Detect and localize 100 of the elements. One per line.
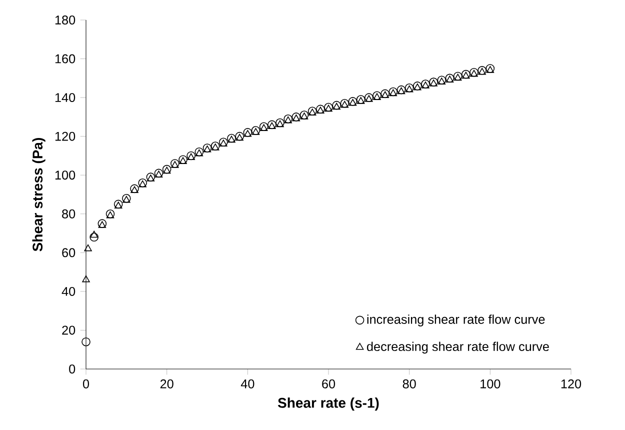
point: [332, 100, 341, 110]
point: [388, 87, 398, 96]
point: [138, 178, 147, 188]
y-tick-label: 180: [55, 16, 76, 24]
point: [372, 91, 382, 100]
point: [453, 72, 462, 81]
x-tick-label: 40: [240, 379, 254, 388]
x-tick-label: 20: [160, 379, 174, 388]
point: [98, 219, 107, 228]
y-tick-label: 20: [62, 326, 76, 335]
point: [178, 155, 188, 164]
point: [220, 140, 228, 146]
point: [486, 64, 495, 73]
point: [324, 104, 332, 112]
point: [454, 74, 462, 81]
point: [380, 89, 390, 98]
point: [365, 95, 373, 102]
point: [106, 209, 115, 218]
x-tick-label: 0: [82, 379, 90, 388]
point: [202, 144, 212, 152]
y-tick-label: 160: [55, 54, 76, 64]
y-tick-label: 60: [62, 248, 76, 258]
point: [260, 124, 268, 131]
point: [162, 164, 172, 174]
y-tick-label: 40: [62, 286, 76, 296]
point: [114, 202, 122, 209]
x-axis-title: Shear rate (s-1): [278, 398, 379, 411]
point: [187, 153, 195, 160]
point: [340, 98, 350, 108]
x-tick-label: 80: [402, 379, 416, 388]
point: [122, 194, 131, 203]
point: [373, 93, 381, 100]
point: [210, 142, 220, 150]
point: [154, 170, 163, 178]
point: [324, 102, 333, 112]
point: [268, 122, 276, 130]
point: [405, 85, 414, 92]
point: [429, 78, 438, 86]
point: [421, 80, 430, 88]
point: [404, 83, 414, 92]
point: [171, 161, 179, 168]
y-axis-title: Shear stress (Pa): [32, 138, 46, 252]
point: [90, 230, 98, 238]
point: [195, 149, 204, 156]
y-tick-label: 80: [62, 209, 76, 218]
point: [251, 126, 260, 135]
point: [235, 132, 244, 141]
point: [397, 87, 406, 94]
point: [82, 337, 90, 346]
point: [316, 106, 324, 114]
point: [90, 232, 98, 242]
point: [138, 180, 146, 188]
point: [445, 74, 454, 83]
point: [470, 70, 478, 77]
point: [430, 80, 438, 86]
point: [396, 85, 406, 94]
point: [462, 70, 470, 79]
x-tick-label: 100: [480, 379, 500, 388]
point: [364, 93, 374, 102]
legend-label: increasing shear rate flow curve: [367, 314, 545, 326]
point: [84, 244, 92, 252]
point: [316, 104, 325, 114]
point: [438, 78, 446, 84]
point: [356, 97, 365, 104]
point: [82, 275, 90, 282]
point: [259, 122, 268, 132]
point: [300, 112, 308, 120]
point: [236, 134, 244, 141]
point: [389, 89, 398, 96]
point: [446, 76, 454, 83]
point: [114, 200, 123, 209]
point: [211, 144, 220, 150]
point: [130, 184, 139, 194]
point: [186, 151, 196, 160]
x-tick-label: 60: [322, 379, 336, 388]
point: [308, 106, 317, 116]
point: [98, 221, 106, 228]
point: [219, 138, 228, 147]
point: [276, 120, 284, 128]
point: [179, 157, 187, 164]
legend-label: decreasing shear rate flow curve: [366, 342, 549, 354]
point: [308, 108, 316, 116]
y-tick-label: 0: [69, 364, 76, 374]
point: [332, 102, 340, 110]
point: [356, 95, 366, 104]
point: [170, 159, 180, 168]
point: [340, 100, 349, 108]
point: [146, 174, 155, 182]
point: [470, 68, 478, 77]
point: [252, 128, 260, 135]
point: [462, 72, 470, 79]
point: [381, 91, 389, 98]
point: [227, 134, 236, 143]
point: [422, 82, 430, 88]
point: [162, 166, 171, 174]
point: [228, 136, 236, 143]
x-tick-label: 120: [561, 379, 582, 388]
point: [154, 168, 164, 178]
point: [300, 110, 309, 120]
y-tick-label: 120: [55, 132, 76, 141]
